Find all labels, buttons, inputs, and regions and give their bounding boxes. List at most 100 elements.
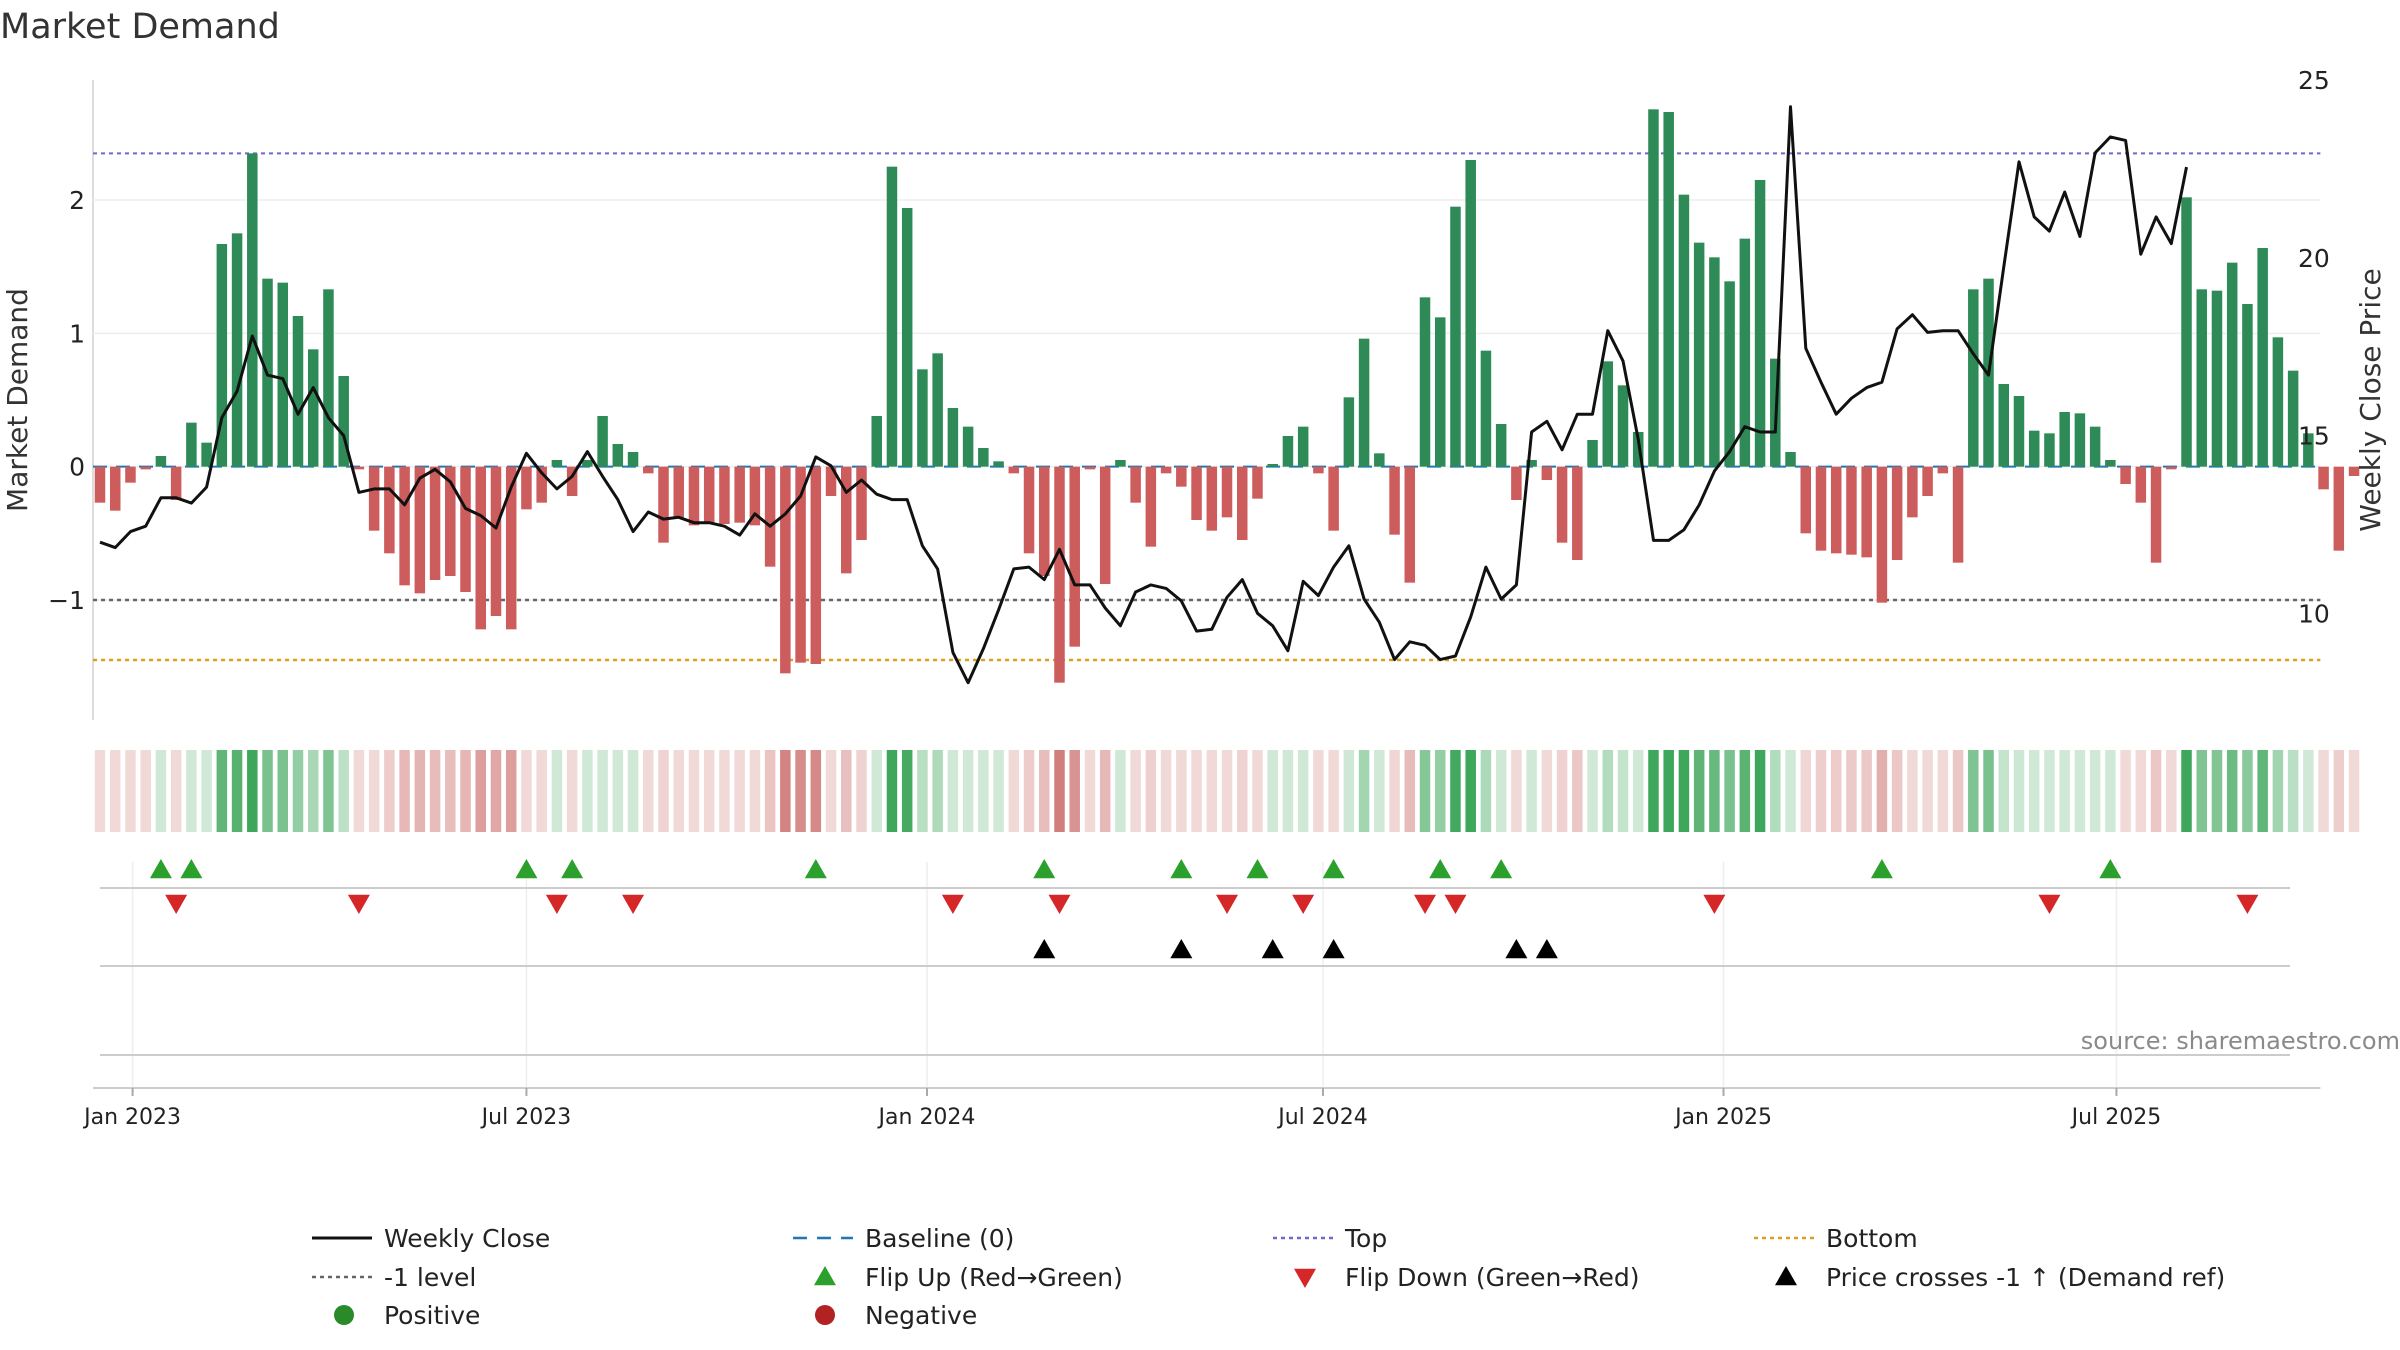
demand-bar — [2272, 337, 2284, 467]
flip-down-marker — [1703, 894, 1726, 914]
demand-bar — [1145, 466, 1157, 547]
heat-cell — [627, 750, 639, 832]
demand-bar — [1861, 466, 1872, 558]
demand-bar — [734, 466, 745, 523]
price-cross-marker — [1535, 939, 1558, 959]
demand-bar — [856, 466, 867, 540]
heat-cell — [1267, 750, 1278, 832]
legend-swatch — [1775, 1266, 1797, 1286]
flip-up-marker — [1429, 859, 1452, 879]
heat-cell — [1891, 750, 1903, 832]
heat-cell — [445, 750, 456, 832]
heat-cell — [2044, 750, 2055, 832]
legend-item: Negative — [815, 1301, 977, 1330]
flip-up-marker — [1170, 859, 1193, 879]
demand-bar — [2074, 413, 2086, 467]
price-cross-marker — [1033, 939, 1056, 959]
heat-cell — [795, 750, 806, 832]
demand-bar — [1039, 466, 1050, 576]
heat-cell — [429, 750, 441, 832]
heat-cell — [490, 750, 502, 832]
heat-cell — [1968, 750, 1979, 832]
heat-cell — [414, 750, 426, 832]
heat-cell — [2226, 750, 2238, 832]
legend-item: Bottom — [1754, 1224, 1918, 1253]
demand-bar — [1115, 460, 1126, 467]
demand-bar — [551, 460, 563, 467]
heat-cell — [764, 750, 776, 832]
demand-bar — [1054, 466, 1065, 683]
demand-bar — [2135, 466, 2147, 503]
heat-cell — [2150, 750, 2162, 832]
demand-bar — [368, 466, 380, 531]
heat-cell — [109, 750, 121, 832]
heat-cell — [292, 750, 304, 832]
heat-cell — [140, 750, 151, 832]
heat-cell — [262, 750, 273, 832]
heat-cell — [1541, 750, 1553, 832]
heat-cell — [2059, 750, 2070, 832]
demand-bar — [1678, 194, 1690, 467]
demand-bar — [1937, 466, 1949, 474]
legend-item: Flip Up (Red→Green) — [814, 1263, 1123, 1292]
legend-label: Flip Down (Green→Red) — [1345, 1263, 1640, 1292]
heat-cell — [2074, 750, 2086, 832]
demand-bar — [2257, 248, 2268, 467]
heat-cell — [1876, 750, 1888, 832]
demand-bar — [536, 466, 547, 503]
demand-bar — [917, 369, 928, 467]
flip-down-marker — [165, 894, 188, 914]
heat-cell — [2211, 750, 2223, 832]
demand-bar — [1998, 384, 2009, 467]
heat-cell — [1130, 750, 1141, 832]
heat-cell — [1739, 750, 1751, 832]
heat-cell — [216, 750, 228, 832]
heat-cell — [1678, 750, 1690, 832]
demand-bar — [1556, 466, 1568, 543]
demand-bar — [2242, 304, 2253, 467]
demand-bar — [1404, 466, 1416, 583]
legend-label: Baseline (0) — [865, 1224, 1014, 1253]
legend-item: Positive — [334, 1301, 480, 1330]
flip-down-marker — [622, 894, 645, 914]
heat-cell — [1937, 750, 1949, 832]
demand-bar — [719, 466, 730, 524]
demand-bar — [780, 466, 791, 674]
demand-bar — [703, 466, 715, 523]
demand-bar — [1297, 426, 1309, 467]
demand-bar — [125, 466, 136, 483]
demand-bar — [764, 466, 776, 567]
demand-bar — [582, 460, 593, 467]
demand-bar — [1206, 466, 1218, 531]
heat-cell — [1907, 750, 1918, 832]
demand-bar — [2303, 433, 2314, 467]
heat-cell — [1952, 750, 1964, 832]
heat-cell — [1374, 750, 1385, 832]
demand-bars — [94, 109, 2360, 683]
heat-cell — [901, 750, 913, 832]
demand-bar — [1023, 466, 1035, 554]
heat-cell — [1023, 750, 1035, 832]
heat-cell — [2089, 750, 2101, 832]
heat-cell — [170, 750, 182, 832]
heat-cell — [566, 750, 578, 832]
legend-swatch — [334, 1305, 354, 1325]
demand-bar — [597, 416, 608, 467]
heat-cell — [1419, 750, 1431, 832]
demand-bar — [1754, 180, 1766, 467]
demand-bar — [307, 349, 319, 467]
heat-cell — [673, 750, 684, 832]
heat-cell — [2348, 750, 2360, 832]
demand-bar — [1495, 424, 1507, 467]
heat-cell — [1313, 750, 1324, 832]
demand-bar — [1663, 112, 1674, 467]
demand-bar — [1069, 466, 1080, 647]
demand-bar — [1648, 109, 1659, 467]
demand-bar — [1724, 281, 1735, 467]
heat-cell — [1602, 750, 1614, 832]
demand-bar — [1099, 466, 1111, 584]
demand-bar — [1709, 257, 1720, 467]
heat-cell — [1282, 750, 1294, 832]
heat-cell — [825, 750, 837, 832]
